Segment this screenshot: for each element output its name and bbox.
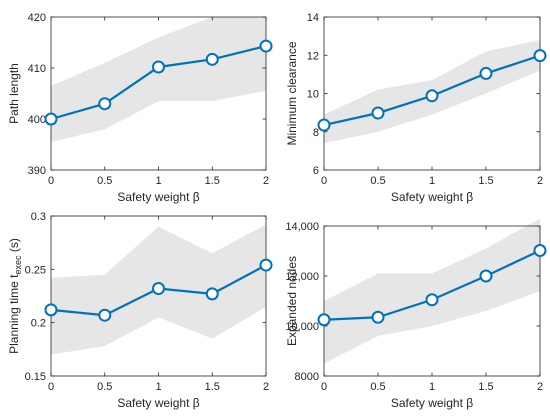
data-point <box>152 60 165 74</box>
y-tick-label: 0.15 <box>25 371 46 383</box>
y-tick-label: 12,000 <box>285 271 319 283</box>
data-point <box>317 313 331 327</box>
y-tick-label: 0.3 <box>31 211 46 223</box>
data-point <box>479 66 493 80</box>
x-tick-label: 1.5 <box>205 381 220 393</box>
x-tick-label: 2 <box>537 175 543 187</box>
y-tick-label: 10,000 <box>285 321 319 333</box>
data-point <box>533 244 547 257</box>
y-tick-label: 10 <box>307 89 319 101</box>
data-point <box>44 303 58 317</box>
x-tick-label: 2 <box>263 175 269 187</box>
data-point <box>371 106 385 120</box>
y-tick-label: 14,000 <box>285 221 319 233</box>
x-axis-label: Safety weight β <box>391 396 473 410</box>
subplot-2: 0 0.5 1 1.5 2 6 8 10 12 14 Safety weight β Minimum … <box>285 12 547 204</box>
y-tick-label: 390 <box>28 165 46 177</box>
x-tick-label: 0.5 <box>370 381 385 393</box>
data-point <box>425 89 439 103</box>
y-axis-label-subscript: exec <box>13 255 23 275</box>
x-axis-label: Safety weight β <box>117 190 199 204</box>
x-tick-label: 1.5 <box>205 175 220 187</box>
subplot-1: 0 0.5 1 1.5 2 390 400 410 420 Safety weight β Path… <box>7 12 273 204</box>
y-axis-label: Expanded nodes <box>285 256 299 346</box>
data-point <box>317 118 331 132</box>
x-axis-label: Safety weight β <box>117 396 199 410</box>
y-tick-label: 0.25 <box>25 264 46 276</box>
x-tick-label: 0.5 <box>97 381 112 393</box>
y-axis-label: Minimum clearance <box>285 41 299 145</box>
data-point <box>533 49 547 63</box>
x-axis-label: Safety weight β <box>391 190 473 204</box>
data-point <box>259 39 273 53</box>
y-tick-label: 12 <box>307 50 319 62</box>
data-point <box>98 97 112 111</box>
x-tick-label: 0 <box>321 175 327 187</box>
x-tick-label: 1 <box>429 381 435 393</box>
x-tick-label: 0 <box>48 175 54 187</box>
x-tick-label: 1.5 <box>478 175 493 187</box>
variance-band <box>51 17 266 142</box>
x-tick-label: 2 <box>537 381 543 393</box>
data-point <box>205 52 219 66</box>
x-tick-label: 0.5 <box>97 175 112 187</box>
x-tick-label: 2 <box>263 381 269 393</box>
variance-band <box>324 218 540 364</box>
data-point <box>98 308 112 322</box>
x-tick-label: 0 <box>321 381 327 393</box>
y-tick-label: 14 <box>307 12 319 24</box>
data-point <box>371 310 385 324</box>
y-tick-label: 8 <box>313 127 319 139</box>
x-tick-label: 1 <box>429 175 435 187</box>
y-axis-label: Path length <box>7 63 21 124</box>
x-tick-label: 1 <box>155 175 161 187</box>
data-point <box>259 258 273 272</box>
x-tick-label: 1 <box>155 381 161 393</box>
x-tick-label: 1.5 <box>478 381 493 393</box>
y-tick-label: 400 <box>28 114 46 126</box>
y-tick-label: 420 <box>28 12 46 24</box>
data-point <box>479 269 493 283</box>
y-tick-label: 6 <box>313 165 319 177</box>
y-tick-label: 8000 <box>295 371 319 383</box>
data-point <box>205 287 219 301</box>
data-point <box>44 112 58 126</box>
x-tick-label: 0 <box>48 381 54 393</box>
y-axis-label-unit: (s) <box>7 238 21 255</box>
y-tick-label: 410 <box>28 63 46 75</box>
data-point <box>152 282 165 296</box>
x-tick-label: 0.5 <box>370 175 385 187</box>
subplot-3: 0 0.5 1 1.5 2 0.15 0.2 0.25 0.3 Safety weight β Pl… <box>7 211 273 410</box>
subplot-4: 0 0.5 1 1.5 2 8000 10,000 12,000 14,000 Safety we… <box>285 218 547 410</box>
y-axis-label-main: Planning time t <box>7 274 21 354</box>
y-axis-label: Planning time texec (s) <box>7 238 23 354</box>
data-point <box>425 293 439 307</box>
y-tick-label: 0.2 <box>31 318 46 330</box>
